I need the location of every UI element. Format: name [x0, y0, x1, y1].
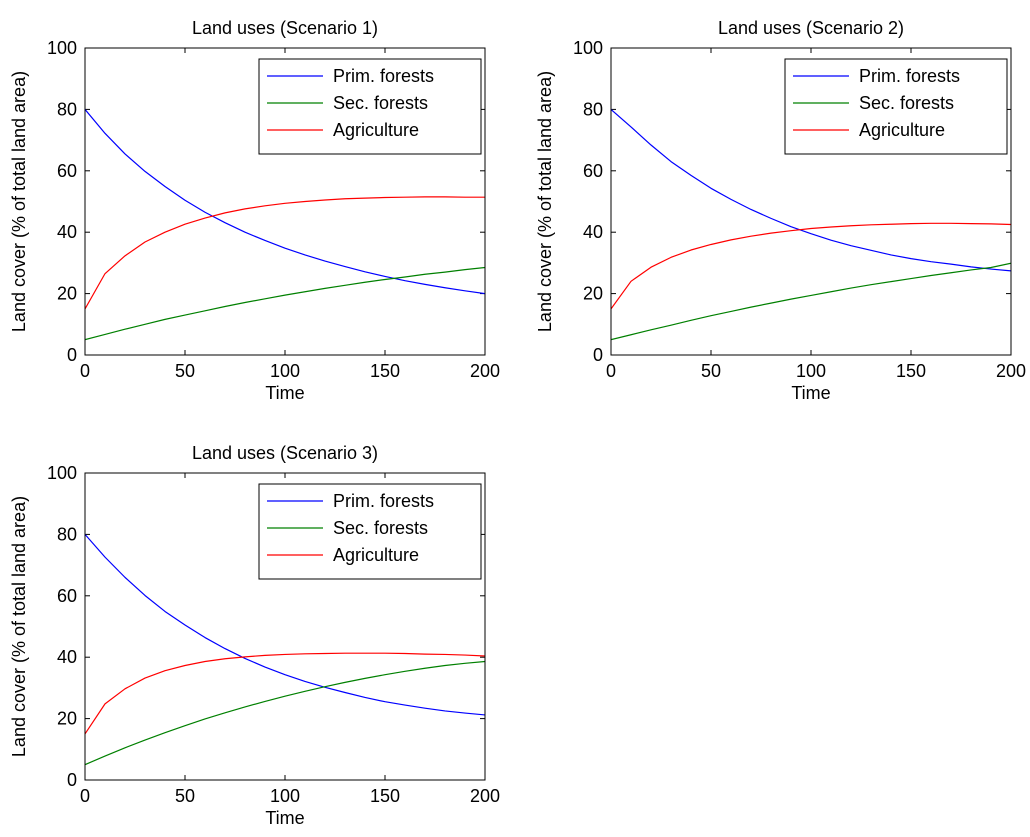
x-axis-label: Time	[265, 383, 304, 403]
series-line-sec-forests	[611, 262, 1011, 341]
legend: Prim. forests Sec. forests Agriculture	[258, 483, 482, 580]
legend-label: Sec. forests	[333, 518, 428, 538]
legend-label: Agriculture	[333, 120, 419, 140]
y-tick-label: 100	[47, 463, 77, 483]
y-axis-label: Land cover (% of total land area)	[535, 71, 555, 332]
x-tick-label: 100	[270, 361, 300, 381]
x-tick-label: 50	[175, 361, 195, 381]
legend: Prim. forests Sec. forests Agriculture	[784, 58, 1008, 155]
y-tick-label: 40	[583, 222, 603, 242]
y-tick-label: 0	[593, 345, 603, 365]
y-tick-label: 80	[583, 99, 603, 119]
legend-label: Sec. forests	[859, 93, 954, 113]
x-tick-label: 0	[80, 786, 90, 806]
legend-box	[784, 58, 1008, 155]
x-tick-label: 150	[370, 786, 400, 806]
series-line-sec-forests	[85, 266, 485, 341]
y-tick-label: 60	[583, 161, 603, 181]
y-tick-label: 100	[47, 38, 77, 58]
series-line-agriculture	[85, 196, 485, 310]
x-tick-label: 0	[606, 361, 616, 381]
chart-panel-1: Land uses (Scenario 1) 0 50 100 150 200 0 20 40 6…	[9, 18, 500, 403]
series-line-sec-forests	[85, 660, 485, 766]
y-tick-label: 60	[57, 586, 77, 606]
series-line-prim-forests	[85, 534, 485, 716]
legend-label: Prim. forests	[333, 491, 434, 511]
series-line-agriculture	[611, 222, 1011, 310]
x-tick-label: 200	[470, 361, 500, 381]
y-tick-label: 40	[57, 222, 77, 242]
legend: Prim. forests Sec. forests Agriculture	[258, 58, 482, 155]
x-tick-label: 150	[896, 361, 926, 381]
chart-panel-3: Land uses (Scenario 3) 0 50 100 150 200 0 20 40 6…	[9, 443, 500, 828]
x-tick-label: 100	[270, 786, 300, 806]
plot-axes-box	[610, 47, 1012, 356]
legend-label: Agriculture	[333, 545, 419, 565]
x-tick-label: 0	[80, 361, 90, 381]
x-tick-label: 50	[175, 786, 195, 806]
series-line-prim-forests	[85, 109, 485, 295]
legend-label: Prim. forests	[333, 66, 434, 86]
x-axis-label: Time	[265, 808, 304, 828]
chart-title: Land uses (Scenario 3)	[192, 443, 378, 463]
x-tick-label: 150	[370, 361, 400, 381]
y-tick-label: 60	[57, 161, 77, 181]
y-tick-label: 0	[67, 345, 77, 365]
y-tick-label: 100	[573, 38, 603, 58]
legend-box	[258, 483, 482, 580]
y-tick-label: 20	[57, 709, 77, 729]
x-tick-label: 200	[996, 361, 1026, 381]
x-axis-label: Time	[791, 383, 830, 403]
y-tick-label: 20	[57, 284, 77, 304]
x-tick-label: 50	[701, 361, 721, 381]
y-tick-label: 0	[67, 770, 77, 790]
y-tick-label: 40	[57, 647, 77, 667]
x-tick-label: 100	[796, 361, 826, 381]
plot-axes-box	[84, 47, 486, 356]
legend-label: Agriculture	[859, 120, 945, 140]
x-tick-label: 200	[470, 786, 500, 806]
series-line-agriculture	[85, 652, 485, 735]
chart-title: Land uses (Scenario 1)	[192, 18, 378, 38]
series-line-prim-forests	[611, 108, 1011, 272]
y-tick-label: 80	[57, 524, 77, 544]
y-axis-label: Land cover (% of total land area)	[9, 496, 29, 757]
legend-box	[258, 58, 482, 155]
legend-label: Prim. forests	[859, 66, 960, 86]
y-axis-label: Land cover (% of total land area)	[9, 71, 29, 332]
plot-axes-box	[84, 472, 486, 781]
chart-panel-2: Land uses (Scenario 2) 0 50 100 150 200 0 20 40 6…	[535, 18, 1026, 403]
y-tick-label: 80	[57, 99, 77, 119]
y-tick-label: 20	[583, 284, 603, 304]
chart-title: Land uses (Scenario 2)	[718, 18, 904, 38]
legend-label: Sec. forests	[333, 93, 428, 113]
